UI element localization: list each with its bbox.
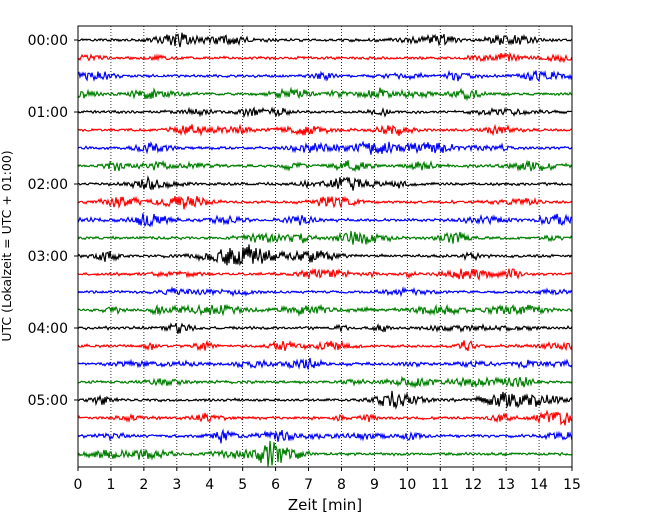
seismic-trace <box>77 303 573 317</box>
x-tick-label: 8 <box>337 477 346 493</box>
x-tick-label: 9 <box>370 477 379 493</box>
x-tick-label: 7 <box>304 477 313 493</box>
seismic-trace <box>77 357 573 371</box>
y-tick-label: 01:00 <box>28 105 68 121</box>
seismic-trace <box>77 213 573 228</box>
seismic-trace <box>77 440 573 467</box>
x-tick-label: 13 <box>497 477 515 493</box>
x-axis-ticks: 0 1 2 3 4 5 6 7 8 9 10 11 12 13 14 15 <box>74 467 581 493</box>
seismic-trace <box>77 32 573 48</box>
seismic-trace <box>77 195 573 210</box>
seismic-trace <box>77 267 573 282</box>
seismic-trace <box>77 123 573 137</box>
x-tick-label: 11 <box>431 477 449 493</box>
y-tick-label: 05:00 <box>28 393 68 409</box>
seismic-trace <box>77 174 573 191</box>
x-tick-label: 0 <box>74 477 83 493</box>
y-tick-label: 04:00 <box>28 321 68 337</box>
plot-frame <box>77 25 573 468</box>
y-tick-label: 03:00 <box>28 249 68 265</box>
x-tick-label: 4 <box>205 477 214 493</box>
seismic-trace <box>77 244 573 267</box>
seismic-trace <box>77 339 573 352</box>
seismic-trace <box>77 51 573 64</box>
x-tick-label: 10 <box>398 477 416 493</box>
x-tick-label: 6 <box>271 477 280 493</box>
seismic-traces <box>77 32 573 467</box>
seismic-trace <box>77 106 573 119</box>
seismic-trace <box>77 285 573 298</box>
seismic-trace <box>77 86 573 102</box>
x-tick-label: 3 <box>172 477 181 493</box>
seismic-trace <box>77 390 573 410</box>
x-tick-label: 15 <box>563 477 581 493</box>
x-tick-label: 12 <box>464 477 482 493</box>
x-tick-label: 14 <box>530 477 548 493</box>
x-tick-label: 5 <box>238 477 247 493</box>
seismic-trace <box>77 159 573 173</box>
x-axis-label: Zeit [min] <box>288 496 362 514</box>
y-tick-label: 02:00 <box>28 177 68 193</box>
seismic-trace <box>77 230 573 245</box>
x-tick-label: 1 <box>106 477 115 493</box>
seismic-trace <box>77 140 573 155</box>
seismic-trace <box>77 69 573 83</box>
y-axis-ticks: 00:00 01:00 02:00 03:00 04:00 05:00 <box>28 33 78 409</box>
y-tick-label: 00:00 <box>28 33 68 49</box>
seismic-trace <box>77 409 573 426</box>
y-axis-label: UTC (Lokalzeit = UTC + 01:00) <box>0 150 14 341</box>
seismic-trace <box>77 428 573 444</box>
seismic-trace <box>77 375 573 389</box>
seismic-trace <box>77 322 573 334</box>
x-tick-label: 2 <box>139 477 148 493</box>
